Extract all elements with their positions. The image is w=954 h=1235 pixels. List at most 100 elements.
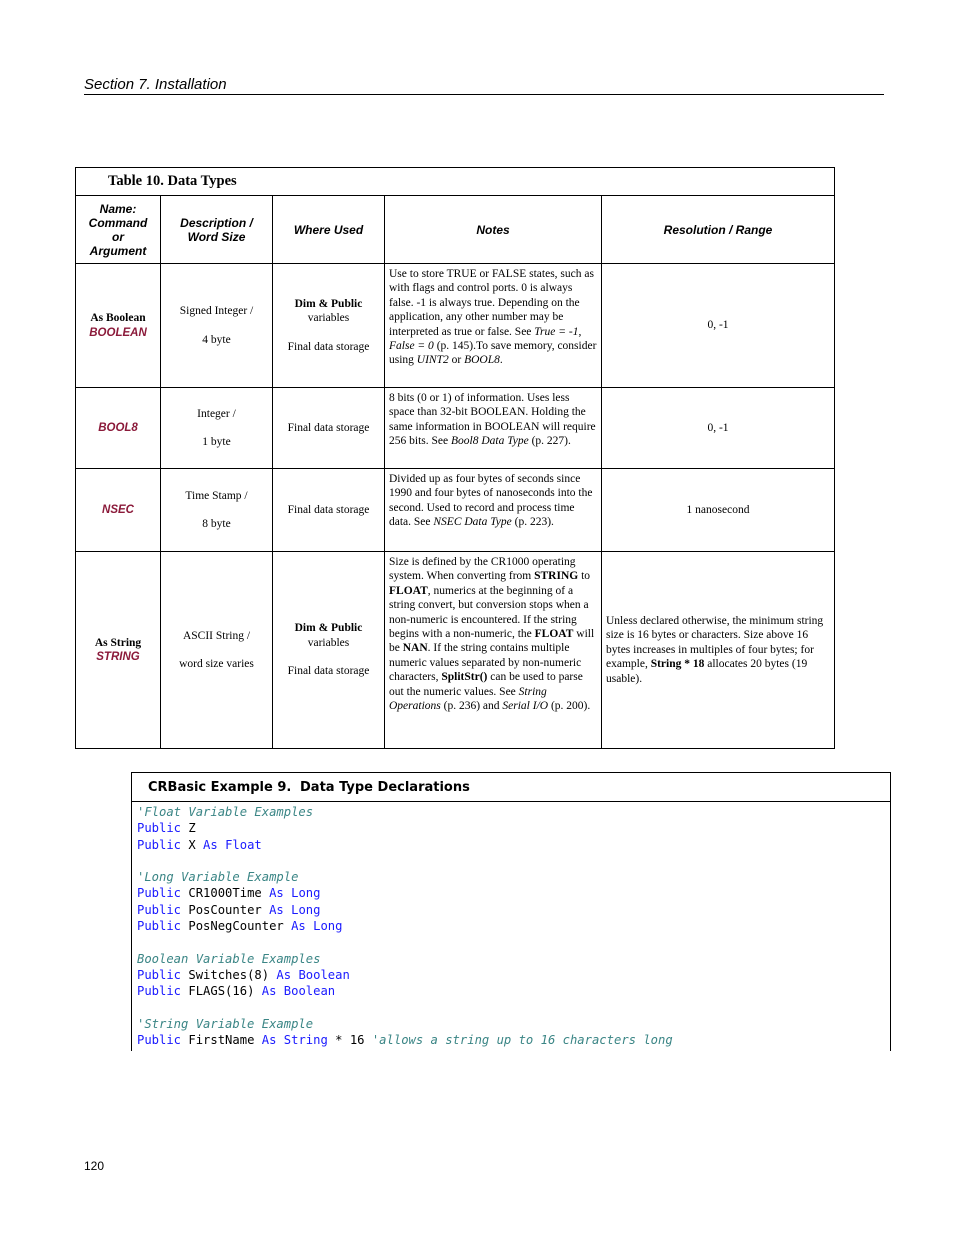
code-keyword: Boolean [298, 967, 350, 982]
table-row: As Boolean BOOLEAN Signed Integer / 4 byte D… [75, 263, 836, 388]
cell-notes: Divided up as four bytes of seconds sinc… [384, 468, 602, 552]
cell-range: 0, -1 [600, 263, 836, 388]
type-name: As Boolean [90, 312, 146, 325]
code-keyword: Float [225, 837, 262, 852]
table-title: Table 10. Data Types [74, 167, 836, 196]
cell-notes: Size is defined by the CR1000 operating … [384, 551, 602, 749]
cell-name: NSEC [75, 468, 161, 552]
text-segment: Divided up as four bytes of seconds sinc… [389, 473, 593, 529]
code-text [276, 984, 283, 998]
cell-range: Unless declared otherwise, the minimum s… [600, 551, 836, 749]
text-segment: SplitStr() [441, 671, 488, 684]
code-keyword: As [291, 919, 306, 934]
cell-description: Signed Integer / 4 byte [160, 263, 273, 388]
code-text [276, 1033, 283, 1047]
text-segment: FLOAT [389, 584, 428, 597]
text-segment: . [499, 354, 503, 367]
code-text: FLAGS(16) [181, 984, 262, 999]
code-line: Public X As Float [137, 837, 890, 853]
code-keyword: Public [137, 886, 182, 901]
code-comment: 'String Variable Example [137, 1016, 314, 1031]
code-comment: Boolean Variable Examples [137, 951, 321, 966]
text-segment: Bool8 Data Type [450, 435, 529, 448]
code-line: Public Switches(8) As Boolean [137, 967, 890, 983]
code-keyword: As [203, 837, 218, 852]
code-keyword: As [269, 902, 284, 917]
col-header-notes: Notes [384, 195, 602, 264]
word-size: word size varies [179, 658, 254, 670]
text-segment: NSEC Data Type [433, 516, 512, 529]
text-segment: (p. 223). [511, 516, 554, 529]
header-line: Command [88, 215, 148, 230]
text-segment: String * 18 [650, 658, 705, 671]
text-segment: Serial I/O [502, 700, 549, 713]
code-keyword: Public [137, 821, 182, 836]
word-size: 1 byte [202, 436, 231, 448]
code-line: 'Long Variable Example [137, 869, 890, 885]
code-text: Z [181, 821, 196, 836]
code-line: Public FLAGS(16) As Boolean [137, 983, 890, 999]
code-text: Switches(8) [181, 967, 277, 982]
code-listing: 'Float Variable Examples Public Z Public X… [132, 802, 890, 1048]
text-segment: STRING [534, 570, 579, 583]
col-header-range: Resolution / Range [600, 195, 836, 264]
cell-where-used: Dim & Public variables Final data storage [272, 551, 385, 749]
description: Signed Integer / [179, 305, 254, 318]
text-segment: can be used to parse out the numeric val… [389, 671, 583, 698]
used-bold: Dim & Public [294, 622, 363, 635]
cell-notes: 8 bits (0 or 1) of information. Uses les… [384, 387, 602, 469]
used-storage: Final data storage [287, 665, 370, 678]
header-line: Name: [99, 201, 137, 216]
code-line: Public PosNegCounter As Long [137, 918, 890, 934]
code-keyword: Long [291, 902, 321, 917]
used-storage: Final data storage [287, 503, 370, 516]
col-header-description: Description / Word Size [160, 195, 273, 264]
table-row: NSEC Time Stamp / 8 byte Final data storage… [75, 468, 836, 552]
used-rest: variables [307, 636, 350, 649]
text-segment: or [448, 354, 465, 367]
text-segment: Use to store TRUE or FALSE states, such … [389, 268, 594, 338]
table-row: As String STRING ASCII String / word size v… [75, 551, 836, 749]
code-line [137, 853, 890, 869]
code-keyword: Long [291, 886, 321, 901]
cell-name: As String STRING [75, 551, 161, 749]
text-segment: NAN [402, 642, 428, 655]
code-keyword: As [269, 886, 284, 901]
description: Time Stamp / [185, 489, 248, 502]
code-line: 'String Variable Example [137, 1016, 890, 1032]
code-text: FirstName [181, 1033, 262, 1048]
code-keyword: Public [137, 837, 182, 852]
header-line: Description / [180, 215, 253, 230]
code-text: PosCounter [181, 902, 270, 917]
code-text: X [181, 837, 204, 852]
text-segment: Size is defined by the CR1000 operating … [389, 556, 576, 583]
type-keyword: STRING [96, 651, 140, 663]
text-segment: allocates 20 bytes (19 usable). [606, 658, 808, 685]
col-header-where-used: Where Used [272, 195, 385, 264]
code-keyword: As [276, 967, 292, 982]
code-text: CR1000Time [181, 886, 270, 901]
code-keyword: Boolean [283, 984, 336, 999]
code-text: * 16 [327, 1033, 372, 1048]
text-segment: to [578, 570, 591, 583]
code-line: Public Z [137, 820, 890, 836]
code-keyword: Long [313, 919, 343, 934]
header-line: or [112, 229, 124, 244]
header-line: Argument [89, 243, 147, 258]
cell-where-used: Final data storage [272, 468, 385, 552]
code-line: Public PosCounter As Long [137, 902, 890, 918]
text-segment: Unless declared otherwise, the minimum s… [606, 614, 824, 671]
code-comment: 'Long Variable Example [137, 870, 299, 885]
code-keyword: Public [137, 919, 182, 934]
section-header: Section 7. Installation [84, 76, 884, 95]
code-keyword: Public [137, 984, 182, 999]
text-segment: (p. 236) and [440, 700, 503, 713]
cell-range: 1 nanosecond [600, 468, 836, 552]
data-types-table: Table 10. Data Types Name: Command or Ar… [74, 167, 836, 749]
code-line: Boolean Variable Examples [137, 951, 890, 967]
code-keyword: String [283, 1033, 328, 1048]
code-comment: 'allows a string up to 16 characters lon… [371, 1033, 673, 1048]
type-keyword: BOOL8 [98, 421, 138, 434]
type-keyword: BOOLEAN [89, 326, 147, 339]
